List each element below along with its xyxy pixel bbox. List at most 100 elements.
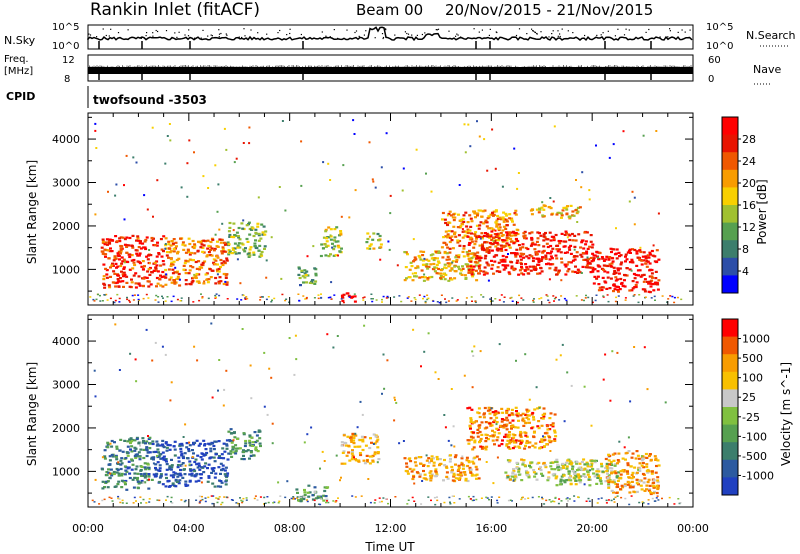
power-echo-cell xyxy=(657,279,661,282)
power-echo-cell xyxy=(614,285,618,288)
power-echo-cell xyxy=(555,257,559,260)
nsearch-point xyxy=(515,34,518,37)
power-echo-cell xyxy=(473,212,477,215)
power-echo-cell xyxy=(457,265,460,268)
velocity-echo-cell xyxy=(575,460,579,464)
velocity-echo-cell xyxy=(249,364,252,367)
velocity-echo-cell xyxy=(471,421,475,424)
power-echo-cell xyxy=(528,232,532,235)
power-echo-cell xyxy=(441,211,445,215)
power-echo-cell xyxy=(101,300,104,302)
velocity-echo-cell xyxy=(185,442,189,445)
velocity-echo-cell xyxy=(377,458,381,461)
velocity-echo-cell xyxy=(363,324,366,327)
power-echo-cell xyxy=(414,272,417,275)
velocity-echo-cell xyxy=(165,460,168,463)
velocity-echo-cell xyxy=(491,411,495,414)
velocity-echo-cell xyxy=(126,440,130,443)
power-echo-cell xyxy=(642,280,646,283)
velocity-echo-cell xyxy=(573,477,577,480)
velocity-echo-cell xyxy=(119,501,122,504)
power-echo-cell xyxy=(456,241,460,244)
velocity-echo-cell xyxy=(517,467,521,470)
velocity-echo-cell xyxy=(161,445,165,448)
power-echo-cell xyxy=(335,226,339,229)
power-echo-cell xyxy=(554,269,558,272)
power-echo-cell xyxy=(134,272,138,275)
velocity-echo-cell xyxy=(509,439,513,442)
velocity-echo-cell xyxy=(601,470,605,473)
velocity-echo-cell xyxy=(483,446,487,449)
velocity-echo-cell xyxy=(450,471,454,474)
velocity-xtick-label: 20:00 xyxy=(576,522,608,535)
power-echo-cell xyxy=(110,264,114,267)
power-echo-cell xyxy=(445,252,449,255)
velocity-echo-cell xyxy=(469,435,473,438)
power-echo-cell xyxy=(457,256,461,259)
power-echo-cell xyxy=(257,196,260,199)
power-echo-cell xyxy=(514,209,518,212)
power-echo-cell xyxy=(171,242,175,245)
power-echo-cell xyxy=(636,269,640,272)
velocity-echo-cell xyxy=(430,458,434,461)
velocity-echo-cell xyxy=(393,419,396,422)
velocity-echo-cell xyxy=(500,418,504,421)
power-echo-cell xyxy=(552,200,555,203)
power-echo-cell xyxy=(483,257,487,260)
velocity-echo-cell xyxy=(618,477,622,480)
power-echo-cell xyxy=(102,275,106,278)
power-echo-cell xyxy=(396,264,399,267)
velocity-echo-cell xyxy=(135,437,139,441)
velocity-echo-cell xyxy=(369,501,372,504)
power-echo-cell xyxy=(192,301,195,303)
power-echo-cell xyxy=(557,211,561,214)
power-echo-cell xyxy=(160,248,164,251)
power-echo-cell xyxy=(463,274,467,277)
velocity-echo-cell xyxy=(249,451,253,454)
power-echo-cell xyxy=(108,286,112,289)
velocity-echo-cell xyxy=(586,470,589,473)
power-echo-cell xyxy=(135,252,139,255)
velocity-echo-cell xyxy=(600,497,603,499)
velocity-echo-cell xyxy=(360,435,364,438)
power-echo-cell xyxy=(311,279,315,282)
velocity-echo-cell xyxy=(151,442,155,446)
power-echo-cell xyxy=(494,167,497,170)
power-echo-cell xyxy=(353,295,357,298)
velocity-echo-cell xyxy=(606,477,610,480)
power-echo-cell xyxy=(612,272,616,275)
velocity-echo-cell xyxy=(158,453,162,456)
velocity-echo-cell xyxy=(196,454,200,457)
velocity-echo-cell xyxy=(642,502,645,504)
velocity-echo-cell xyxy=(586,462,589,465)
velocity-echo-cell xyxy=(118,498,121,500)
power-echo-cell xyxy=(126,296,128,299)
power-echo-cell xyxy=(169,276,173,279)
velocity-echo-cell xyxy=(640,459,644,462)
power-echo-cell xyxy=(540,206,544,209)
power-echo-cell xyxy=(215,293,218,295)
velocity-echo-cell xyxy=(170,466,174,469)
velocity-echo-cell xyxy=(527,418,531,421)
velocity-echo-cell xyxy=(555,475,559,478)
velocity-echo-cell xyxy=(597,474,601,477)
velocity-echo-cell xyxy=(532,431,536,434)
velocity-echo-cell xyxy=(176,472,180,476)
power-echo-cell xyxy=(329,234,332,237)
power-echo-cell xyxy=(118,277,122,280)
power-echo-cell xyxy=(539,259,543,262)
velocity-echo-cell xyxy=(244,439,248,443)
power-echo-cell xyxy=(187,251,191,254)
power-echo-cell xyxy=(507,253,509,255)
power-echo-cell xyxy=(210,254,214,257)
power-echo-cell xyxy=(259,299,262,301)
velocity-echo-cell xyxy=(513,478,517,481)
velocity-colorbar-tick-label: -1000 xyxy=(742,469,774,482)
velocity-echo-cell xyxy=(562,474,566,477)
velocity-echo-cell xyxy=(292,498,295,500)
velocity-echo-cell xyxy=(233,431,236,434)
power-echo-cell xyxy=(300,184,303,187)
power-echo-cell xyxy=(150,271,154,274)
power-colorbar-segment xyxy=(722,222,738,241)
power-echo-cell xyxy=(505,242,509,245)
